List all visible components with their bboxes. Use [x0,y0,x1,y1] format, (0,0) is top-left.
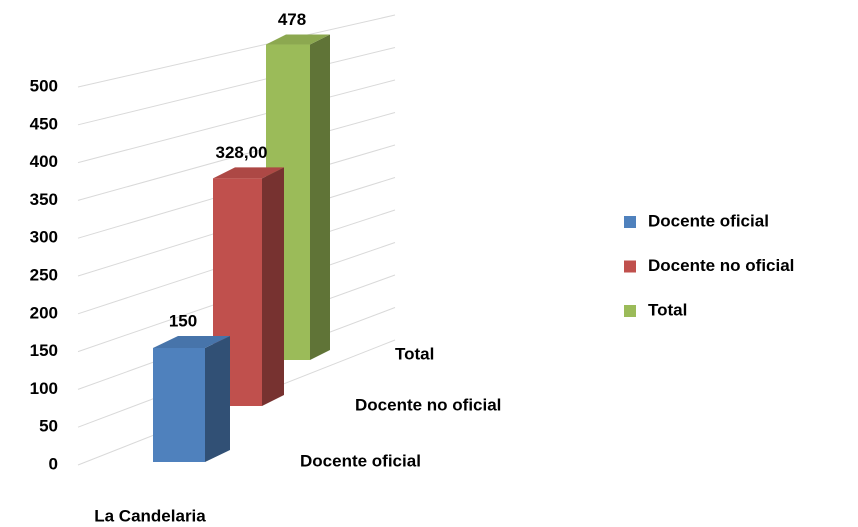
bar-side [310,34,330,361]
value-label: 328,00 [216,143,268,162]
legend-swatch [624,305,636,317]
bar-3d [213,167,284,406]
value-label: 150 [169,311,197,330]
bar [153,348,205,462]
depth-label: Docente no oficial [355,395,501,414]
y-tick-label: 350 [30,190,58,209]
y-tick-label: 500 [30,76,58,95]
grid-line [77,47,396,126]
y-tick-label: 200 [30,303,58,322]
value-label: 478 [278,10,306,29]
bar-top [153,336,230,348]
y-tick-label: 400 [30,152,58,171]
depth-label: Total [395,344,434,363]
y-tick-label: 300 [30,228,58,247]
y-tick-label: 0 [49,454,58,473]
legend-label: Docente oficial [648,211,769,230]
bar-top [266,34,330,45]
legend-label: Total [648,300,687,319]
depth-label: Docente oficial [300,451,421,470]
legend-swatch [624,216,636,228]
legend-label: Docente no oficial [648,256,794,275]
y-tick-label: 450 [30,114,58,133]
bar-3d [153,336,230,462]
grid-line [77,79,396,164]
legend-swatch [624,260,636,273]
y-tick-label: 100 [30,379,58,398]
grid-line [77,112,396,201]
bar-side [262,167,284,406]
bar-top [213,167,284,179]
category-label: La Candelaria [94,506,206,525]
y-tick-label: 150 [30,341,58,360]
y-tick-label: 50 [39,417,58,436]
grid-line [77,14,396,88]
bar-side [205,336,230,462]
y-tick-label: 250 [30,265,58,284]
